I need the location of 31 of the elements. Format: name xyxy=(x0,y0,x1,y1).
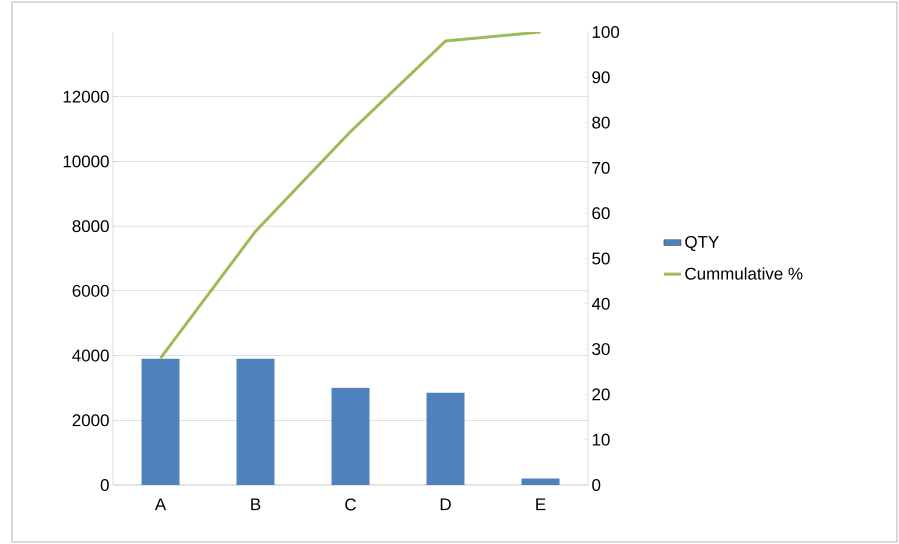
y2-tick-label: 100 xyxy=(592,26,620,38)
y2-tick-label: 10 xyxy=(592,434,610,446)
y2-tick-label: 20 xyxy=(592,388,610,400)
line-series xyxy=(159,32,542,360)
y-tick-label: 0 xyxy=(100,478,109,491)
y-tick-label: 4000 xyxy=(72,350,109,362)
x-tick-label: E xyxy=(536,498,546,510)
bar xyxy=(426,392,465,485)
y2-tick-label: 30 xyxy=(592,343,610,356)
y2-tick-label: 80 xyxy=(592,116,610,129)
bar xyxy=(522,478,560,485)
legend-label: QTY xyxy=(685,236,719,251)
legend-label: Cummulative % xyxy=(685,267,802,280)
x-tick-label: B xyxy=(251,498,260,510)
x-tick-label: D xyxy=(440,498,451,510)
x-tick-label: C xyxy=(345,498,356,510)
y2-tick-label: 50 xyxy=(592,252,610,264)
bar xyxy=(236,358,275,485)
y2-tick-label: 40 xyxy=(592,298,610,310)
y-tick-label: 12000 xyxy=(64,90,109,103)
y-tick-label: 8000 xyxy=(72,220,109,232)
y2-tick-label: 0 xyxy=(592,478,600,491)
y-tick-label: 6000 xyxy=(72,284,109,297)
y2-tick-label: 60 xyxy=(592,207,610,220)
bar xyxy=(142,358,180,485)
bar xyxy=(332,388,370,485)
y-tick-label: 2000 xyxy=(72,414,109,426)
x-tick-label: A xyxy=(154,498,166,510)
y-tick-label: 10000 xyxy=(64,155,109,168)
y2-tick-label: 70 xyxy=(592,162,610,174)
y2-tick-label: 90 xyxy=(592,71,610,84)
